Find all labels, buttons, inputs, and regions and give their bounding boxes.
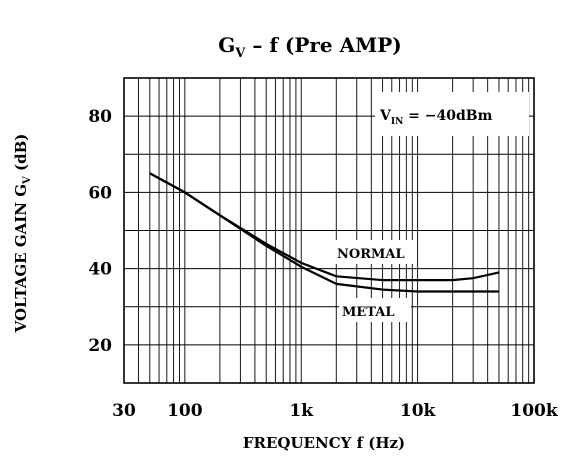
- y-tick-label: 80: [88, 107, 112, 127]
- series-line-normal: [149, 172, 500, 282]
- y-tick-label: 40: [88, 260, 112, 280]
- x-tick-label: 100: [167, 401, 203, 421]
- series-label-metal: METAL: [342, 305, 395, 320]
- x-tick-labels: 30 100 1k 10k 100k: [112, 401, 559, 421]
- x-axis-label: FREQUENCY f (Hz): [243, 434, 405, 452]
- series-labels: NORMAL METAL: [334, 240, 414, 322]
- x-tick-label: 1k: [289, 401, 314, 421]
- series-line-metal: [149, 172, 499, 293]
- series-label-normal: NORMAL: [337, 247, 405, 262]
- y-tick-labels: 20 40 60 80: [88, 107, 112, 356]
- grid: [124, 78, 534, 383]
- condition-box: VIN = −40dBm: [375, 92, 529, 136]
- x-tick-label: 100k: [510, 401, 558, 421]
- plot-frame: [123, 77, 535, 384]
- x-tick-label: 10k: [400, 401, 437, 421]
- series-lines: [149, 172, 500, 293]
- y-tick-label: 20: [88, 336, 112, 356]
- chart-title: GV – f (Pre AMP): [218, 33, 402, 61]
- x-tick-label: 30: [112, 401, 136, 421]
- y-tick-label: 60: [88, 183, 112, 203]
- condition-label: VIN = −40dBm: [379, 108, 493, 127]
- y-axis-label: VOLTAGE GAIN GV (dB): [12, 134, 33, 334]
